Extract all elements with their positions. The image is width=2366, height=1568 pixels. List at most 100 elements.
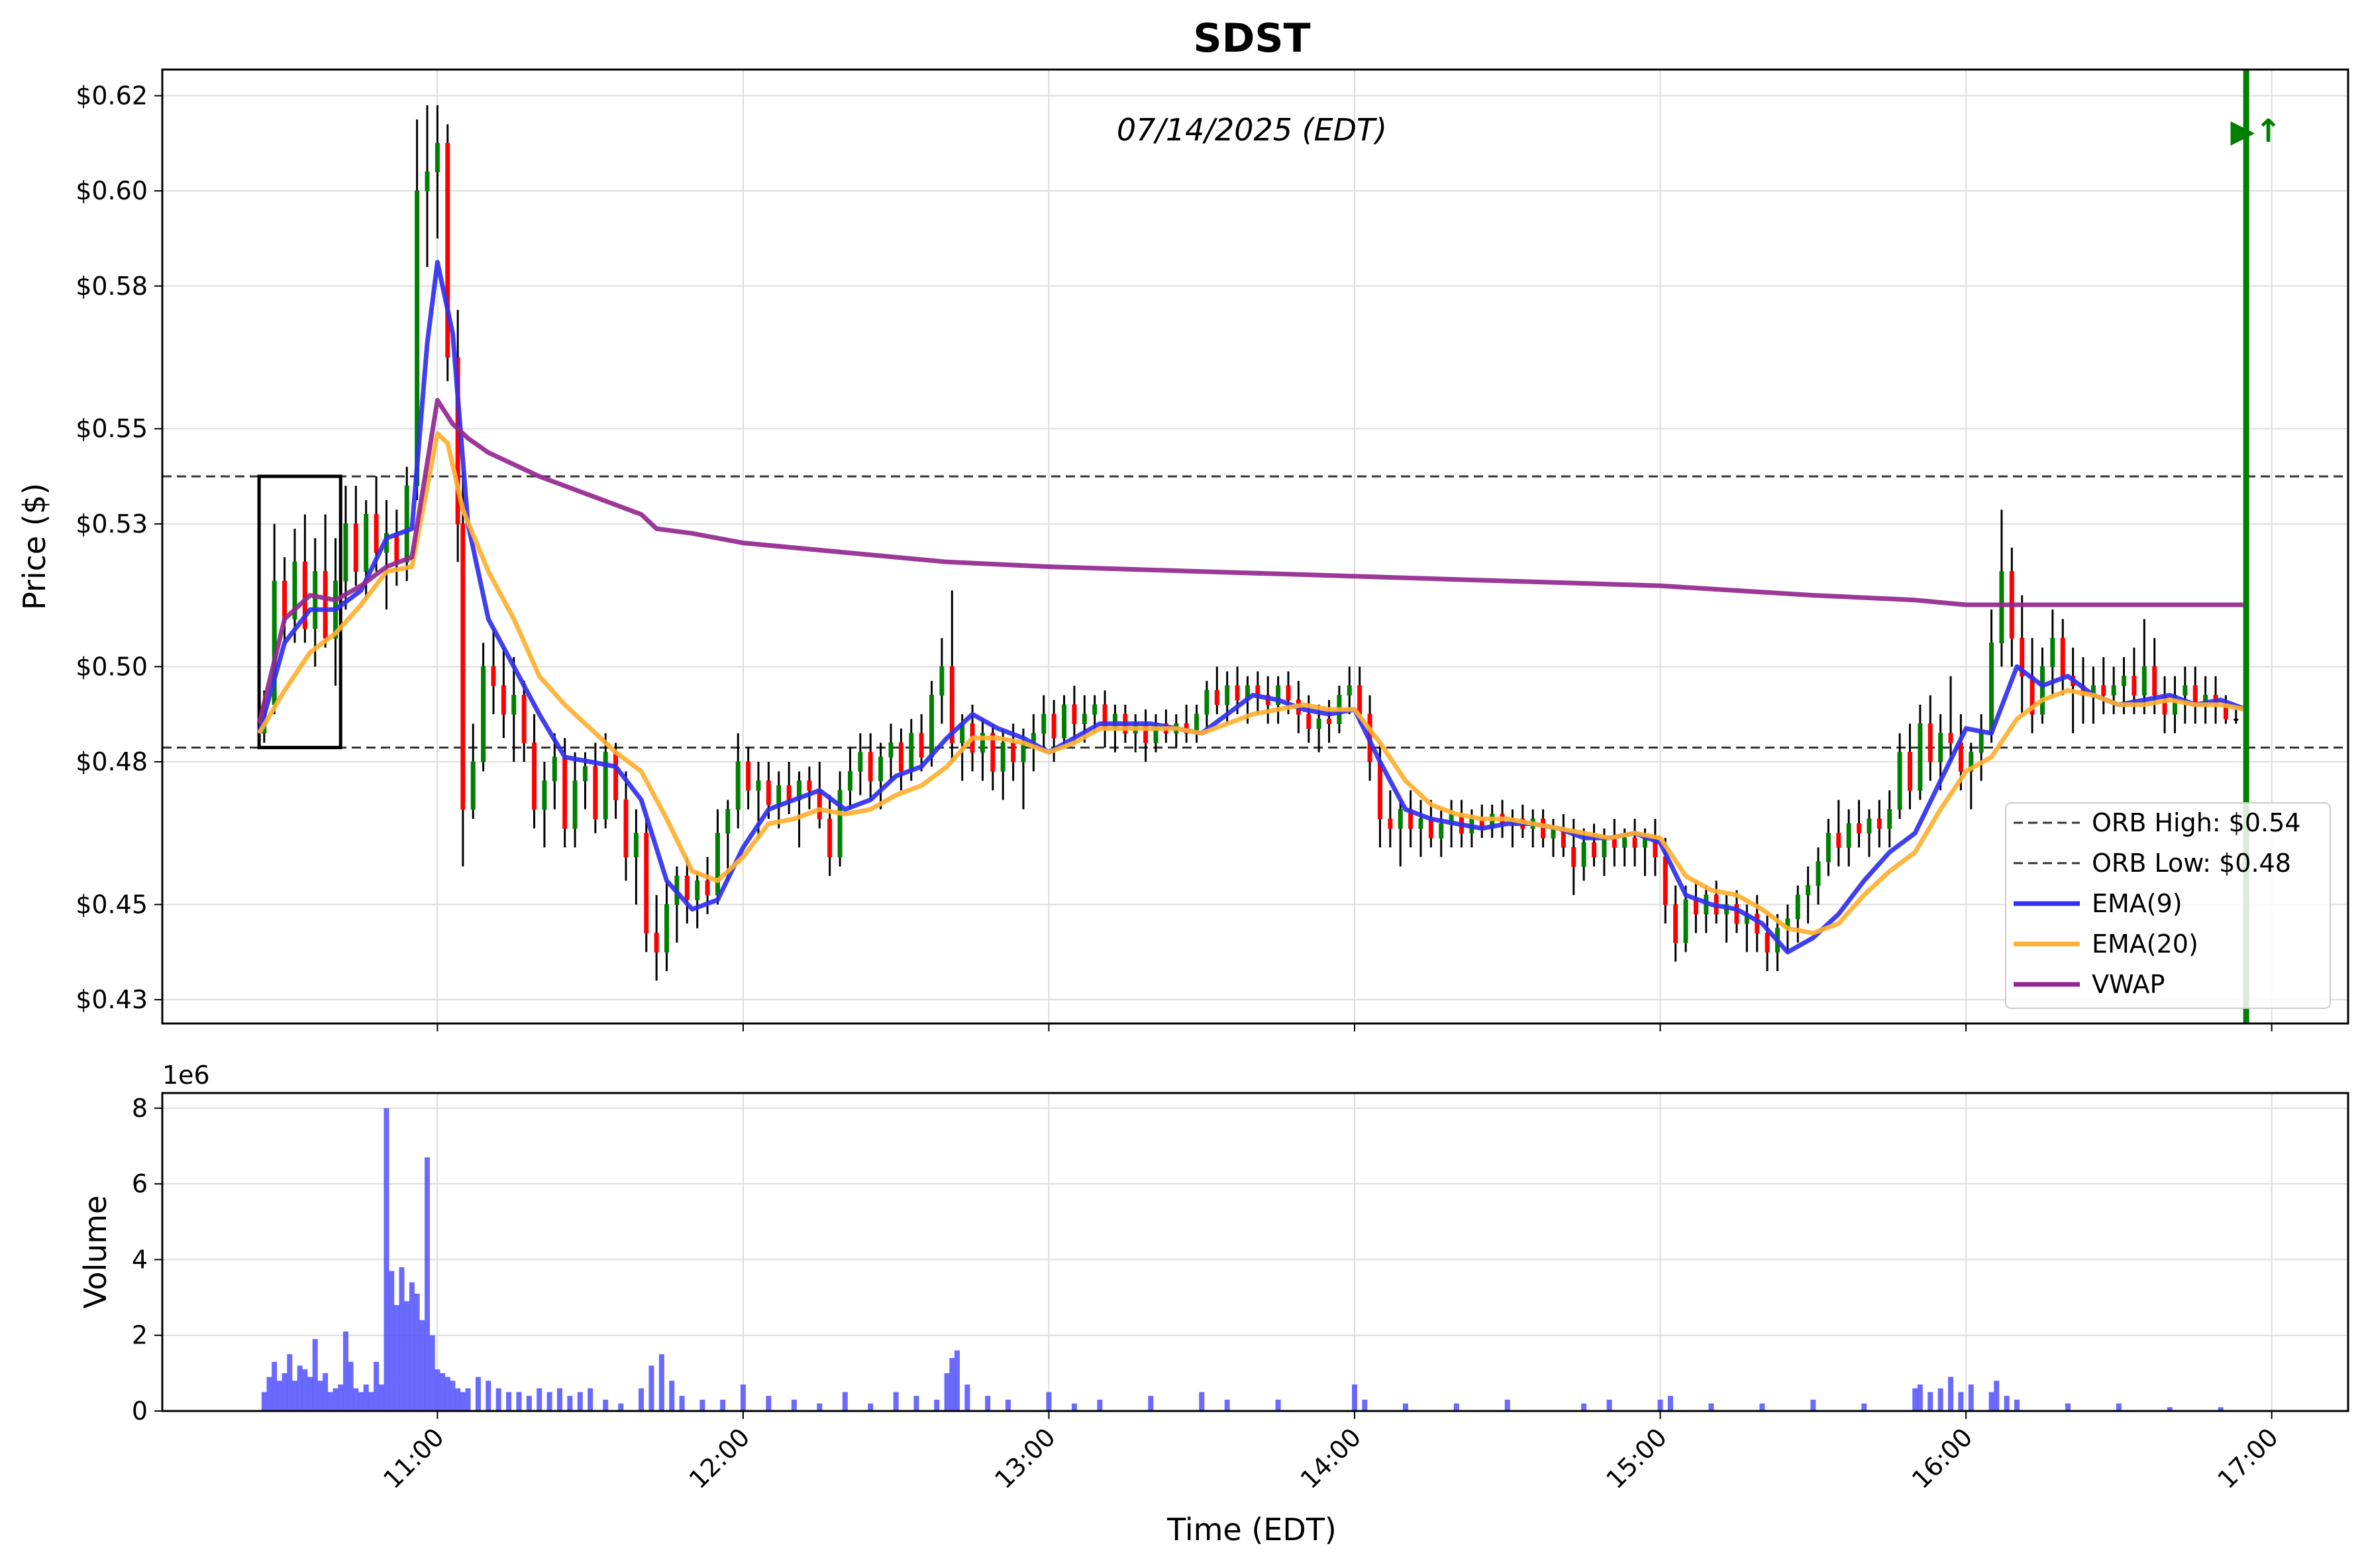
candle [868, 733, 873, 800]
volume-bar [1667, 1396, 1673, 1411]
candle [980, 719, 985, 781]
volume-scale-label: 1e6 [162, 1061, 210, 1090]
candle-body [394, 533, 399, 562]
candle-body [364, 514, 369, 572]
candle [353, 486, 358, 586]
candle-body [1377, 761, 1382, 819]
volume-y-tick-label: 6 [132, 1169, 148, 1198]
x-axis-title: Time (EDT) [1166, 1512, 1337, 1547]
volume-bar [460, 1392, 466, 1411]
candle-body [1907, 752, 1912, 791]
candle-body [909, 733, 914, 772]
candle-body [282, 580, 287, 620]
volume-y-tick-label: 4 [132, 1245, 148, 1274]
candle [481, 643, 486, 772]
candle [654, 895, 659, 981]
candle [1918, 704, 1923, 800]
candle-body [313, 571, 318, 629]
candle [837, 771, 843, 866]
candle [1418, 800, 1423, 857]
candle [644, 819, 649, 953]
candle [807, 766, 812, 810]
candle-body [582, 766, 588, 782]
volume-bar [1937, 1388, 1943, 1411]
candle-body [1734, 904, 1739, 924]
volume-bar [868, 1403, 874, 1411]
candle-body [2234, 718, 2239, 721]
candle-body [949, 666, 954, 743]
candle-body [1592, 842, 1597, 858]
volume-bar [1988, 1392, 1994, 1411]
volume-bar [287, 1354, 293, 1411]
candle-body [1072, 704, 1077, 725]
orb-range-box [257, 474, 342, 749]
price-y-tick-label: $0.48 [76, 747, 148, 776]
price-x-ticks [437, 1023, 2273, 1031]
candle-body [878, 757, 884, 782]
candle [1999, 509, 2004, 667]
candle [1887, 790, 1892, 848]
volume-bar [1504, 1399, 1510, 1411]
candle [532, 714, 537, 829]
candle [511, 656, 517, 762]
volume-bar [292, 1381, 297, 1411]
volume-bar [393, 1305, 399, 1411]
volume-bar [567, 1396, 573, 1411]
volume-bar [720, 1399, 726, 1411]
candle [633, 809, 639, 905]
candle [435, 105, 440, 238]
candle [1541, 809, 1546, 848]
candle [572, 752, 578, 848]
candle-body [1765, 933, 1770, 953]
candle [684, 857, 690, 924]
volume-bar [419, 1320, 425, 1411]
candle [858, 733, 863, 796]
volume-bar [964, 1385, 970, 1411]
volume-bar [261, 1392, 267, 1411]
candle [1877, 800, 1882, 848]
volume-bar [348, 1361, 354, 1411]
candle-body [1092, 704, 1098, 715]
volume-axes-frame [161, 1092, 2349, 1412]
candle [1347, 666, 1352, 715]
candle [1867, 809, 1872, 857]
candle-body [1622, 837, 1627, 848]
candle [1041, 695, 1047, 753]
candle-body [1357, 685, 1363, 715]
candle [1816, 847, 1821, 905]
volume-bar [1606, 1399, 1612, 1411]
candle-body [756, 780, 761, 791]
candle-body [1418, 818, 1423, 829]
candle-body [1000, 742, 1005, 772]
volume-bar [333, 1388, 338, 1411]
volume-bar [740, 1385, 746, 1411]
candle-body [858, 752, 863, 772]
candle-body [2122, 676, 2127, 686]
volume-bar [2218, 1407, 2224, 1411]
legend-box [2005, 802, 2331, 1009]
ema-20-line [257, 431, 2247, 935]
price-axes-frame [161, 68, 2349, 1025]
candle-body [593, 766, 598, 819]
volume-bar [266, 1377, 272, 1411]
candle [898, 728, 903, 791]
candle [521, 680, 527, 762]
volume-bar [934, 1399, 940, 1411]
indicator-lines [256, 260, 2247, 955]
volume-bar [272, 1361, 278, 1411]
candle [404, 466, 409, 582]
candle-body [481, 666, 486, 762]
price-y-tick-label: $0.58 [76, 272, 148, 301]
candle [1306, 695, 1312, 743]
volume-bar [495, 1388, 501, 1411]
candle-body [343, 523, 348, 582]
candle-body [725, 809, 731, 834]
volume-bar [944, 1373, 950, 1411]
candle-body [1826, 833, 1831, 862]
volume-bar [1046, 1392, 1052, 1411]
candle-body [654, 933, 659, 953]
volume-bars [261, 1108, 2224, 1411]
candle-body [807, 780, 812, 791]
candle-body [521, 694, 527, 743]
candle-body [1857, 823, 1862, 834]
